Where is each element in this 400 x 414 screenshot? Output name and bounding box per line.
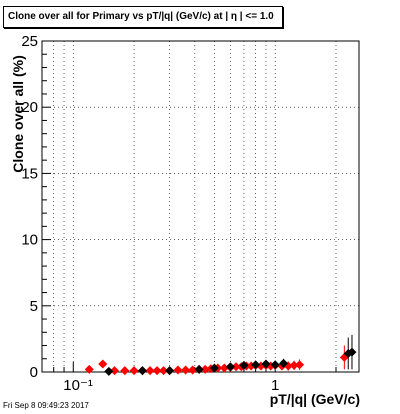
data-point: [129, 366, 139, 376]
data-point: [152, 366, 162, 376]
chart-grid: [41, 41, 359, 372]
data-point: [261, 359, 271, 369]
data-point: [200, 364, 210, 374]
plot-frame: [41, 40, 360, 373]
y-tick-label: 5: [30, 298, 38, 315]
data-point: [219, 363, 229, 373]
data-point: [279, 358, 289, 368]
data-point: [225, 362, 235, 372]
chart-points: [84, 334, 357, 376]
data-point: [120, 366, 130, 376]
y-axis-label: Clone over all (%): [10, 55, 26, 173]
data-point: [181, 365, 191, 375]
data-point: [109, 366, 119, 376]
data-point: [270, 360, 280, 370]
data-point: [295, 360, 305, 370]
data-point: [104, 366, 114, 376]
data-point: [239, 360, 249, 370]
data-point: [173, 365, 183, 375]
data-point: [145, 366, 155, 376]
chart-axes: 0 5 10 15 20 25 10⁻¹ 1: [21, 33, 337, 394]
data-point: [98, 359, 108, 369]
y-tick-label: 0: [30, 364, 38, 381]
data-point: [251, 360, 261, 370]
y-tick-label: 10: [21, 232, 38, 249]
timestamp: Fri Sep 8 09:49:23 2017: [3, 401, 89, 410]
data-point: [159, 366, 169, 376]
data-point: [188, 365, 198, 375]
data-point: [194, 364, 204, 374]
y-tick-label: 15: [21, 165, 38, 182]
data-point: [165, 366, 175, 376]
x-axis-label: pT/|q| (GeV/c): [269, 391, 360, 407]
data-point: [231, 362, 241, 372]
data-point: [209, 363, 219, 373]
data-point: [289, 360, 299, 370]
y-tick-label: 20: [21, 99, 38, 116]
x-tick-label: 1: [271, 377, 279, 394]
y-tick-label: 25: [21, 33, 38, 50]
x-tick-label: 10⁻¹: [63, 377, 93, 394]
chart-title: Clone over all for Primary vs pT/|q| (Ge…: [3, 6, 283, 28]
data-point: [347, 347, 357, 357]
data-point: [137, 366, 147, 376]
data-point: [84, 364, 94, 374]
